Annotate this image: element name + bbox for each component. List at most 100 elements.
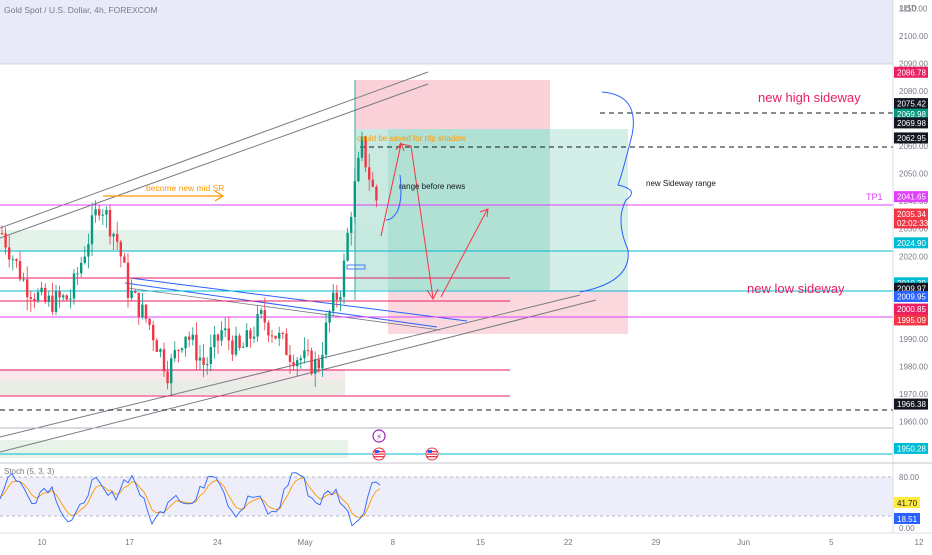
candle-body <box>108 209 112 237</box>
nfp-arrow-path <box>380 143 434 299</box>
channel-top-1 <box>0 71 429 229</box>
channel-bottom-2 <box>0 299 597 453</box>
price-label-value: 1966.38 <box>897 400 926 409</box>
candle-body <box>260 310 263 314</box>
candle-body <box>144 304 148 319</box>
new-low-sideway-label: new low sideway <box>747 281 845 296</box>
candle-body <box>22 279 25 281</box>
y-tick-label: 1960.00 <box>899 418 928 427</box>
candle-body <box>29 297 32 299</box>
candle-body <box>94 209 97 216</box>
price-label-box <box>894 208 928 220</box>
price-label-box <box>894 108 928 120</box>
candle-body <box>33 298 36 301</box>
candle-body <box>47 295 50 302</box>
inner-reward-zone <box>388 129 550 290</box>
small-rect <box>346 264 366 270</box>
candle-body <box>368 167 371 180</box>
price-label-value: 1950.28 <box>897 444 926 453</box>
event-markers-layer[interactable]: ⚡ <box>372 429 439 461</box>
price-label-box <box>894 291 928 303</box>
stoch-80-tick: 80.00 <box>899 473 920 482</box>
candle-body <box>350 216 353 233</box>
y-tick-label: 2110.00 <box>899 4 928 13</box>
candle-body <box>101 214 104 216</box>
lower-risk-zone <box>388 290 628 334</box>
candle-body <box>285 333 288 356</box>
candle-body <box>328 311 331 323</box>
price-axis[interactable]: 2110.002100.002090.002080.002070.002060.… <box>892 0 929 533</box>
candle-body <box>54 291 58 312</box>
x-tick-label: 22 <box>564 538 573 547</box>
candle-body <box>202 357 205 366</box>
candle-body <box>11 259 14 261</box>
drawings-layer <box>103 91 634 300</box>
candle-body <box>152 324 155 341</box>
candle-body <box>281 332 284 334</box>
lightning-glyph: ⚡ <box>376 432 382 442</box>
x-tick-label: 5 <box>829 538 834 547</box>
candle-body <box>267 322 270 336</box>
candle-body <box>170 358 173 384</box>
candle-body <box>105 209 108 215</box>
candle-body <box>278 332 281 339</box>
currency-label: USD <box>900 4 917 13</box>
price-label-value: 2069.98 <box>897 119 926 128</box>
candle-body <box>274 335 277 339</box>
x-tick-label: Jun <box>737 538 750 547</box>
stoch-d-value: 18.51 <box>897 515 918 524</box>
new-high-sideway-label: new high sideway <box>758 90 861 105</box>
y-tick-label: 1980.00 <box>899 363 928 372</box>
candle-body <box>148 318 151 325</box>
candle-body <box>198 357 202 361</box>
price-label-value: 2009.97 <box>897 284 926 293</box>
candle-body <box>364 136 367 168</box>
stoch-k-line <box>0 472 381 527</box>
candle-body <box>69 298 72 300</box>
price-label-box <box>894 66 928 78</box>
price-label-value: 1995.09 <box>897 316 926 325</box>
stoch-k-box <box>894 497 920 508</box>
candle-body <box>238 335 241 348</box>
channel-top-2 <box>0 83 429 239</box>
candle-body <box>353 181 356 217</box>
x-tick-label: 10 <box>38 538 47 547</box>
candle-body <box>130 291 133 298</box>
price-label-box <box>894 303 928 315</box>
us-flag-event-icon-2 <box>425 447 439 461</box>
x-tick-label: 29 <box>651 538 660 547</box>
price-label-box <box>894 237 928 249</box>
candle-body <box>213 334 216 348</box>
wedge-line-2 <box>124 282 438 328</box>
candle-body <box>321 354 324 369</box>
candle-body <box>339 296 342 300</box>
candle-body <box>8 247 11 260</box>
candle-body <box>134 291 137 293</box>
channels-layer <box>0 71 597 453</box>
y-tick-label: 2100.00 <box>899 32 928 41</box>
x-tick-label: 17 <box>125 538 134 547</box>
candle-body <box>288 355 292 363</box>
us-flag-event-icon-1 <box>372 447 386 461</box>
bottom-zone <box>0 440 348 458</box>
candle-body <box>0 233 4 235</box>
candle-body <box>116 233 119 242</box>
candle-body <box>51 295 54 312</box>
x-tick-labels: 10 17 24 May 8 15 22 29 Jun 5 12 <box>38 538 924 547</box>
candle-body <box>371 179 374 187</box>
candle-body <box>263 310 266 323</box>
time-axis[interactable]: 10 17 24 May 8 15 22 29 Jun 5 12 <box>0 532 932 547</box>
x-tick-label: 8 <box>391 538 396 547</box>
x-tick-label: 15 <box>476 538 485 547</box>
y-tick-label: 2030.00 <box>899 225 928 234</box>
candle-body <box>123 256 126 263</box>
candle-body <box>346 232 349 261</box>
candle-body <box>310 350 313 374</box>
stoch-d-line <box>0 477 381 518</box>
candle-body <box>141 304 144 318</box>
stoch-pane[interactable]: Stoch (5, 3, 3) <box>0 462 932 527</box>
candle-body <box>90 215 94 245</box>
candle-body <box>184 336 187 349</box>
